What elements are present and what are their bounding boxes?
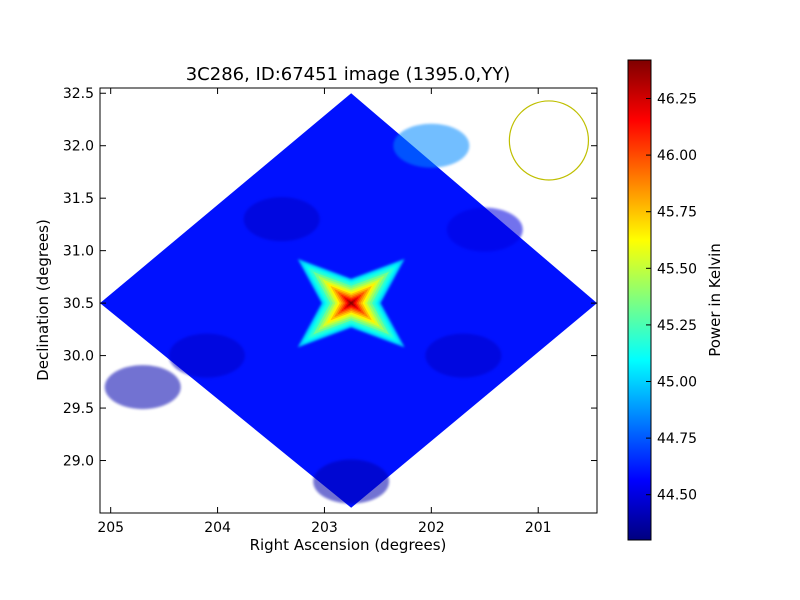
x-axis-ticks: 205 204 203 202 201 [97,88,552,536]
y-tick-label: 32.0 [63,139,94,155]
x-axis-label: Right Ascension (degrees) [250,536,447,554]
y-tick-label: 30.5 [63,296,94,312]
y-axis-ticks: 29.0 29.5 30.0 30.5 31.0 31.5 32.0 32.5 [63,86,597,470]
colorbar-label: Power in Kelvin [706,243,724,357]
colorbar: 44.50 44.75 45.00 45.25 45.50 45.75 46.00 46.25… [627,59,724,541]
y-tick-label: 31.0 [63,244,94,260]
heatmap-image [100,93,597,508]
colorbar-tick-label: 46.00 [657,148,697,164]
axes-frame [99,87,598,514]
y-tick-label: 32.5 [63,86,94,102]
colorbar-tick-label: 45.50 [657,261,697,277]
x-tick-label: 204 [204,520,231,536]
intensity-feature [425,333,502,378]
colorbar-tick-label: 44.75 [657,431,697,447]
beam-circle [508,100,590,181]
y-tick-label: 30.0 [63,349,94,365]
y-axis-label: Declination (degrees) [34,219,52,381]
y-tick-label: 31.5 [63,191,94,207]
colorbar-gradient [627,59,652,541]
heatmap-axes: 205 204 203 202 201 29.0 29.5 30.0 30.5 31.0 31.5… [34,64,598,554]
intensity-feature [393,123,470,168]
intensity-feature [446,207,523,252]
intensity-feature [243,197,320,242]
x-tick-label: 203 [311,520,338,536]
intensity-feature [168,333,245,378]
colorbar-tick-label: 44.50 [657,488,697,504]
peak-contour [348,301,354,305]
colorbar-tick-label: 45.00 [657,375,697,391]
y-tick-label: 29.5 [63,401,94,417]
x-tick-label: 201 [525,520,552,536]
intensity-feature [104,365,181,410]
x-tick-label: 202 [418,520,445,536]
colorbar-tick-label: 45.75 [657,205,697,221]
colorbar-tick-label: 46.25 [657,91,697,107]
y-tick-label: 29.0 [63,454,94,470]
colorbar-tick-label: 45.25 [657,318,697,334]
intensity-feature [313,459,390,504]
colorbar-ticks: 44.50 44.75 45.00 45.25 45.50 45.75 46.00 46.25 [646,91,697,504]
x-tick-label: 205 [97,520,124,536]
chart-title: 3C286, ID:67451 image (1395.0,YY) [186,64,511,85]
